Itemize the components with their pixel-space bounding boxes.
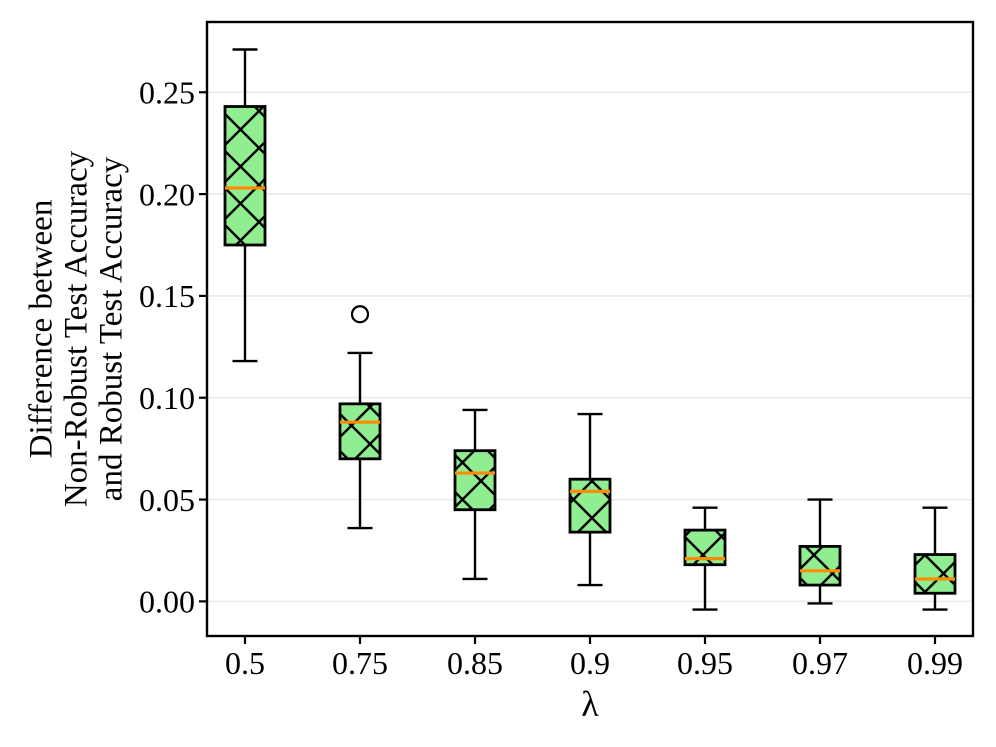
box-edge xyxy=(913,553,957,595)
y-tick-label: 0.00 xyxy=(139,584,195,620)
x-tick-label: 0.5 xyxy=(225,645,265,681)
box-hatch xyxy=(340,403,380,459)
y-tick-label: 0.20 xyxy=(139,176,195,212)
box-group-0.97 xyxy=(798,498,842,605)
box-edge xyxy=(568,477,612,534)
box-group-0.95 xyxy=(683,506,727,611)
box-hatch xyxy=(915,554,955,594)
x-tick-label: 0.9 xyxy=(570,645,610,681)
y-tick-label: 0.05 xyxy=(139,482,195,518)
y-tick-label: 0.10 xyxy=(139,380,195,416)
y-axis-label-line-1: Difference between xyxy=(24,200,60,459)
box-hatch xyxy=(455,450,495,510)
box-group-0.75 xyxy=(338,305,382,530)
box-group-0.9 xyxy=(568,412,612,587)
box-edge xyxy=(453,449,497,512)
x-tick-label: 0.95 xyxy=(677,645,733,681)
gridlines xyxy=(207,91,973,603)
box-edge xyxy=(223,105,267,247)
x-tick-label: 0.99 xyxy=(907,645,963,681)
x-axis-ticks: 0.5 0.75 0.85 0.9 0.95 0.97 0.99 xyxy=(225,636,963,681)
box-hatch xyxy=(570,479,610,533)
outlier-marker xyxy=(350,305,370,324)
box-group-0.85 xyxy=(453,408,497,581)
y-axis-label: Difference between Non-Robust Test Accur… xyxy=(24,150,130,507)
x-tick-label: 0.97 xyxy=(792,645,848,681)
box-hatch xyxy=(800,546,840,586)
box-edge xyxy=(338,402,382,461)
x-axis-label: λ xyxy=(581,684,599,724)
boxes-layer xyxy=(223,48,957,611)
y-tick-label: 0.15 xyxy=(139,278,195,314)
y-axis-label-line-3: and Robust Test Accuracy xyxy=(94,156,130,501)
x-tick-label: 0.85 xyxy=(447,645,503,681)
y-axis-ticks: 0.00 0.05 0.10 0.15 0.20 0.25 xyxy=(139,74,207,620)
box-edge xyxy=(683,528,727,567)
box-edge xyxy=(798,544,842,587)
box-group-0.99 xyxy=(913,506,957,611)
box-hatch xyxy=(225,106,265,245)
x-tick-label: 0.75 xyxy=(332,645,388,681)
box-group-0.5 xyxy=(223,48,267,363)
y-tick-label: 0.25 xyxy=(139,74,195,110)
y-axis-label-line-2: Non-Robust Test Accuracy xyxy=(59,150,95,507)
